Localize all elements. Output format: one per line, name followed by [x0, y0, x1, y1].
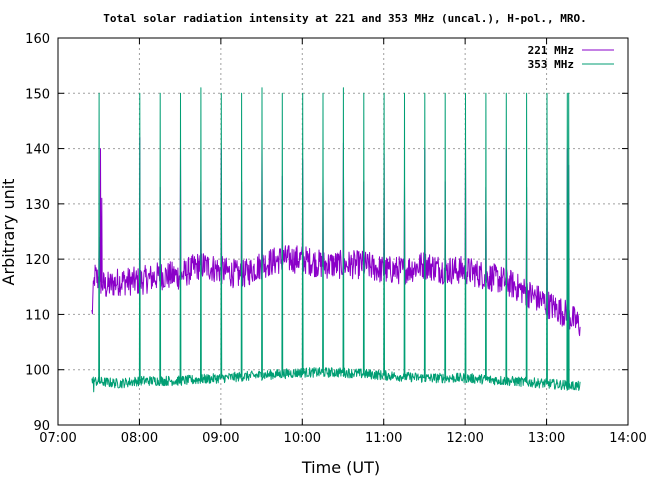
- x-tick-label: 12:00: [446, 431, 483, 446]
- y-tick-label: 90: [33, 419, 50, 434]
- series-line-221: [91, 137, 581, 337]
- x-tick-label: 13:00: [528, 431, 565, 446]
- y-tick-label: 110: [25, 308, 50, 323]
- chart-title: Total solar radiation intensity at 221 a…: [103, 12, 586, 25]
- plot-frame: [57, 37, 629, 426]
- legend-label-221: 221 MHz: [528, 44, 574, 57]
- legend-label-353: 353 MHz: [528, 58, 574, 71]
- x-tick-label: 10:00: [284, 431, 321, 446]
- y-tick-label: 100: [25, 364, 50, 379]
- x-tick-label: 08:00: [121, 431, 158, 446]
- y-axis-label: Arbitrary unit: [0, 179, 18, 286]
- x-tick-label: 11:00: [365, 431, 402, 446]
- x-axis-label: Time (UT): [301, 458, 380, 477]
- y-tick-label: 130: [25, 198, 50, 213]
- x-tick-label: 07:00: [39, 431, 76, 446]
- y-tick-label: 150: [25, 87, 50, 102]
- series-line-353: [91, 87, 581, 393]
- series-layer: [91, 87, 581, 393]
- y-tick-label: 140: [25, 143, 50, 158]
- y-tick-label: 120: [25, 253, 50, 268]
- y-tick-label: 160: [25, 32, 50, 47]
- x-tick-label: 14:00: [609, 431, 646, 446]
- ticks: 07:00 08:00 09:00 10:00 11:00 12:00 13:00 14:00…: [25, 32, 647, 446]
- legend: 221 MHz 353 MHz: [528, 44, 614, 71]
- x-tick-label: 09:00: [202, 431, 239, 446]
